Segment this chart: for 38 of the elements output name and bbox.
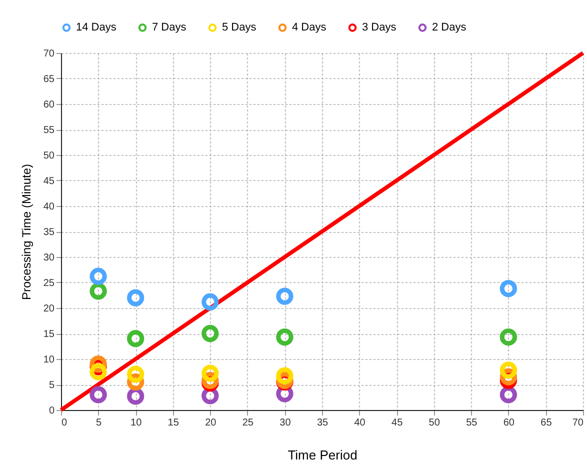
y-axis-title: Processing Time (Minute) bbox=[19, 164, 34, 300]
y-tick-label: 60 bbox=[43, 100, 55, 110]
legend-label: 4 Days bbox=[292, 22, 327, 34]
legend-label: 2 Days bbox=[432, 22, 467, 34]
x-tick-label: 10 bbox=[130, 418, 142, 428]
x-tick-label: 55 bbox=[466, 418, 478, 428]
y-tick-label: 0 bbox=[48, 406, 55, 416]
x-tick-label: 5 bbox=[96, 418, 102, 428]
legend-label: 14 Days bbox=[76, 22, 117, 34]
y-tick-label: 5 bbox=[48, 380, 55, 391]
x-tick-label: 15 bbox=[168, 418, 180, 428]
y-tick-label: 40 bbox=[43, 202, 55, 212]
y-tick-label: 35 bbox=[43, 227, 55, 238]
x-tick-label: 70 bbox=[572, 418, 584, 428]
x-tick-label: 35 bbox=[316, 418, 328, 428]
x-tick-label: 25 bbox=[242, 418, 254, 428]
x-tick-label: 30 bbox=[280, 418, 292, 428]
legend-label: 5 Days bbox=[222, 22, 257, 34]
y-tick-label: 65 bbox=[43, 74, 55, 85]
y-tick-label: 10 bbox=[43, 354, 55, 366]
y-tick-label: 20 bbox=[43, 304, 55, 314]
y-tick-label: 45 bbox=[43, 176, 55, 187]
y-tick-label: 30 bbox=[43, 252, 55, 264]
x-tick-label: 65 bbox=[540, 418, 552, 428]
y-tick-label: 15 bbox=[43, 329, 55, 340]
y-tick-label: 50 bbox=[43, 150, 55, 162]
x-tick-label: 20 bbox=[205, 418, 217, 428]
legend-label: 7 Days bbox=[152, 22, 187, 34]
y-tick-label: 55 bbox=[43, 125, 55, 136]
x-tick-label: 50 bbox=[428, 418, 440, 428]
legend-label: 3 Days bbox=[362, 22, 397, 34]
y-tick-label: 70 bbox=[43, 48, 55, 60]
x-axis-title: Time Period bbox=[288, 448, 358, 462]
x-tick-label: 0 bbox=[62, 418, 68, 428]
x-tick-label: 60 bbox=[503, 418, 515, 428]
x-tick-label: 45 bbox=[392, 418, 404, 428]
x-tick-label: 40 bbox=[354, 418, 366, 428]
y-tick-label: 25 bbox=[43, 278, 55, 289]
